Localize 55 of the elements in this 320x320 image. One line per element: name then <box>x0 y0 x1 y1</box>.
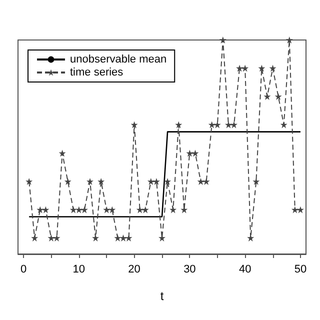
point <box>86 178 94 185</box>
point <box>80 206 88 214</box>
point <box>186 150 194 157</box>
point <box>224 121 232 128</box>
legend-label: time series <box>70 66 124 78</box>
point <box>130 121 138 128</box>
point <box>192 150 199 157</box>
x-tick-label: 0 <box>20 264 27 276</box>
point <box>48 234 55 242</box>
point <box>75 206 82 214</box>
point <box>274 92 282 100</box>
point <box>103 206 110 214</box>
point <box>114 234 122 242</box>
point <box>230 121 238 128</box>
x-tick-label: 50 <box>294 264 307 276</box>
point <box>202 178 210 185</box>
point <box>291 206 298 214</box>
point <box>175 121 182 128</box>
point <box>42 206 50 214</box>
x-axis-title: t <box>160 289 164 303</box>
point <box>280 121 288 128</box>
point <box>219 36 226 44</box>
point <box>252 178 260 185</box>
point <box>164 178 172 185</box>
x-tick-label: 40 <box>238 264 252 276</box>
point <box>26 178 33 185</box>
point <box>197 178 204 185</box>
point <box>98 178 105 185</box>
point <box>70 206 77 214</box>
point <box>214 121 221 128</box>
x-tick-label: 10 <box>72 264 86 276</box>
point <box>264 92 271 100</box>
point <box>92 234 100 242</box>
point <box>208 121 216 128</box>
point <box>58 150 66 157</box>
point <box>147 178 154 185</box>
point <box>64 178 72 185</box>
point <box>142 206 149 214</box>
point <box>31 234 38 242</box>
legend-label: unobservable mean <box>70 54 167 66</box>
point <box>286 36 293 44</box>
point <box>36 206 44 214</box>
point <box>269 64 276 72</box>
point <box>236 64 244 72</box>
point <box>53 234 60 242</box>
point <box>170 206 177 214</box>
point <box>120 234 127 242</box>
x-tick-label: 30 <box>184 264 196 276</box>
x-tick-label: 20 <box>128 264 140 276</box>
point <box>296 206 304 214</box>
point <box>136 206 144 214</box>
point <box>242 64 249 72</box>
point <box>258 64 266 72</box>
point <box>108 206 116 214</box>
point <box>152 178 160 185</box>
